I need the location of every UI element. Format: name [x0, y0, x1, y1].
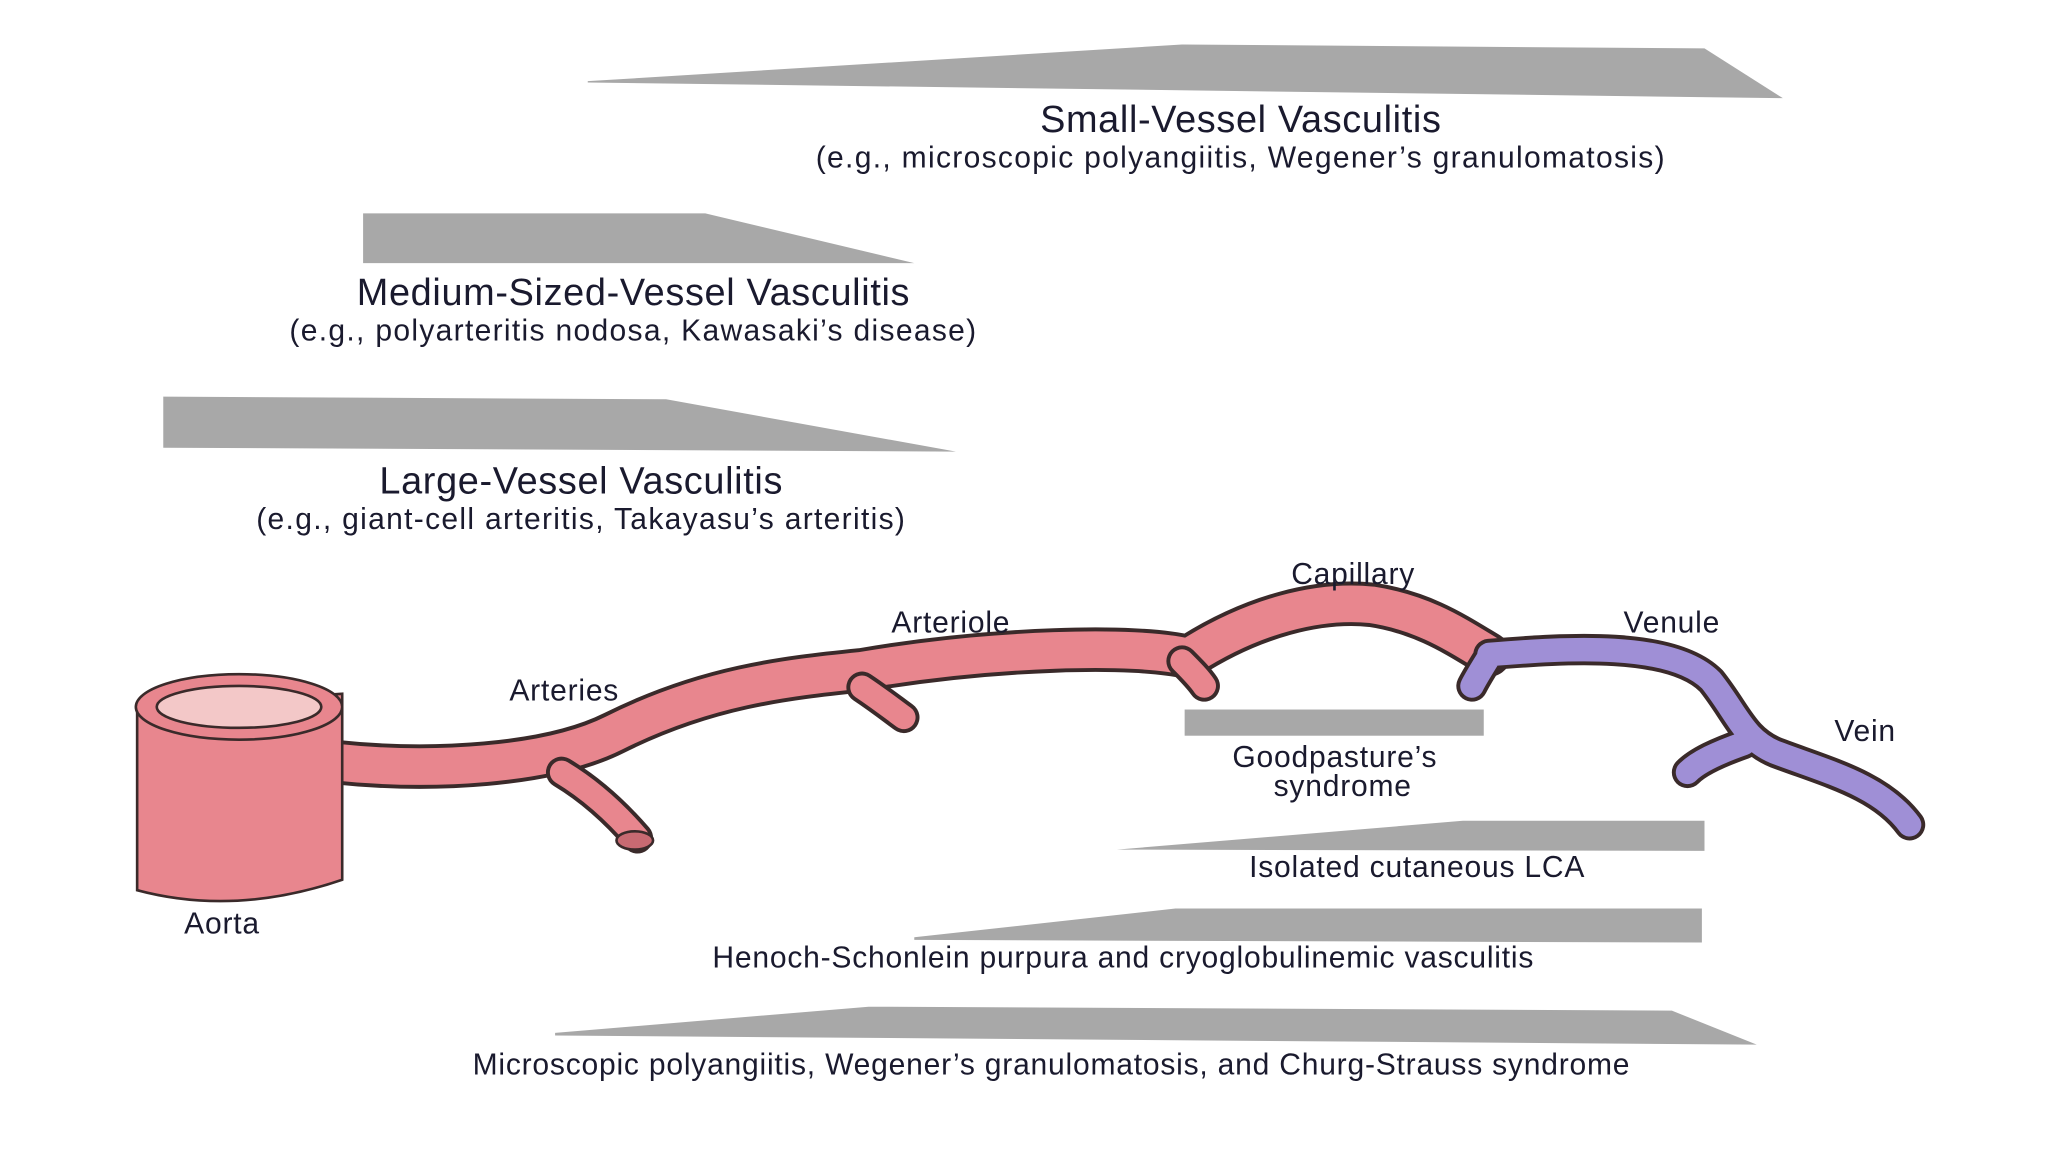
category-title: Large-Vessel Vasculitis — [379, 460, 783, 502]
small-vessel-bar — [587, 44, 1783, 99]
large-vessel-bar — [163, 396, 957, 452]
hsp-bar — [914, 908, 1702, 943]
labels: Small-Vessel Vasculitis (e.g., microscop… — [184, 99, 1896, 1082]
category-examples: (e.g., polyarteritis nodosa, Kawasaki’s … — [289, 314, 977, 347]
vessel-label: Arteries — [509, 674, 619, 707]
vessel-label: Aorta — [184, 907, 260, 940]
disease-label: Microscopic polyangiitis, Wegener’s gran… — [473, 1049, 1631, 1082]
disease-label: syndrome — [1274, 770, 1412, 803]
cutaneous-lca-bar — [1116, 820, 1705, 851]
vessel-label: Capillary — [1291, 558, 1415, 591]
medium-vessel-bar — [363, 213, 915, 264]
category-title: Medium-Sized-Vessel Vasculitis — [357, 272, 910, 314]
disease-label: Henoch-Schonlein purpura and cryoglobuli… — [712, 941, 1534, 974]
category-title: Small-Vessel Vasculitis — [1040, 99, 1441, 141]
vessel-label: Venule — [1624, 606, 1721, 639]
category-examples: (e.g., giant-cell arteritis, Takayasu’s … — [256, 503, 906, 536]
disease-label: Isolated cutaneous LCA — [1249, 851, 1585, 884]
vessel-drawing — [134, 581, 1926, 903]
category-examples: (e.g., microscopic polyangiitis, Wegener… — [816, 142, 1666, 175]
disease-label: Goodpasture’s — [1232, 741, 1437, 774]
mpa-bar — [555, 1006, 1757, 1045]
vessel-label: Arteriole — [891, 606, 1010, 639]
range-bars — [163, 44, 1783, 1045]
goodpasture-bar — [1184, 709, 1484, 736]
vessel-label: Vein — [1834, 715, 1896, 748]
